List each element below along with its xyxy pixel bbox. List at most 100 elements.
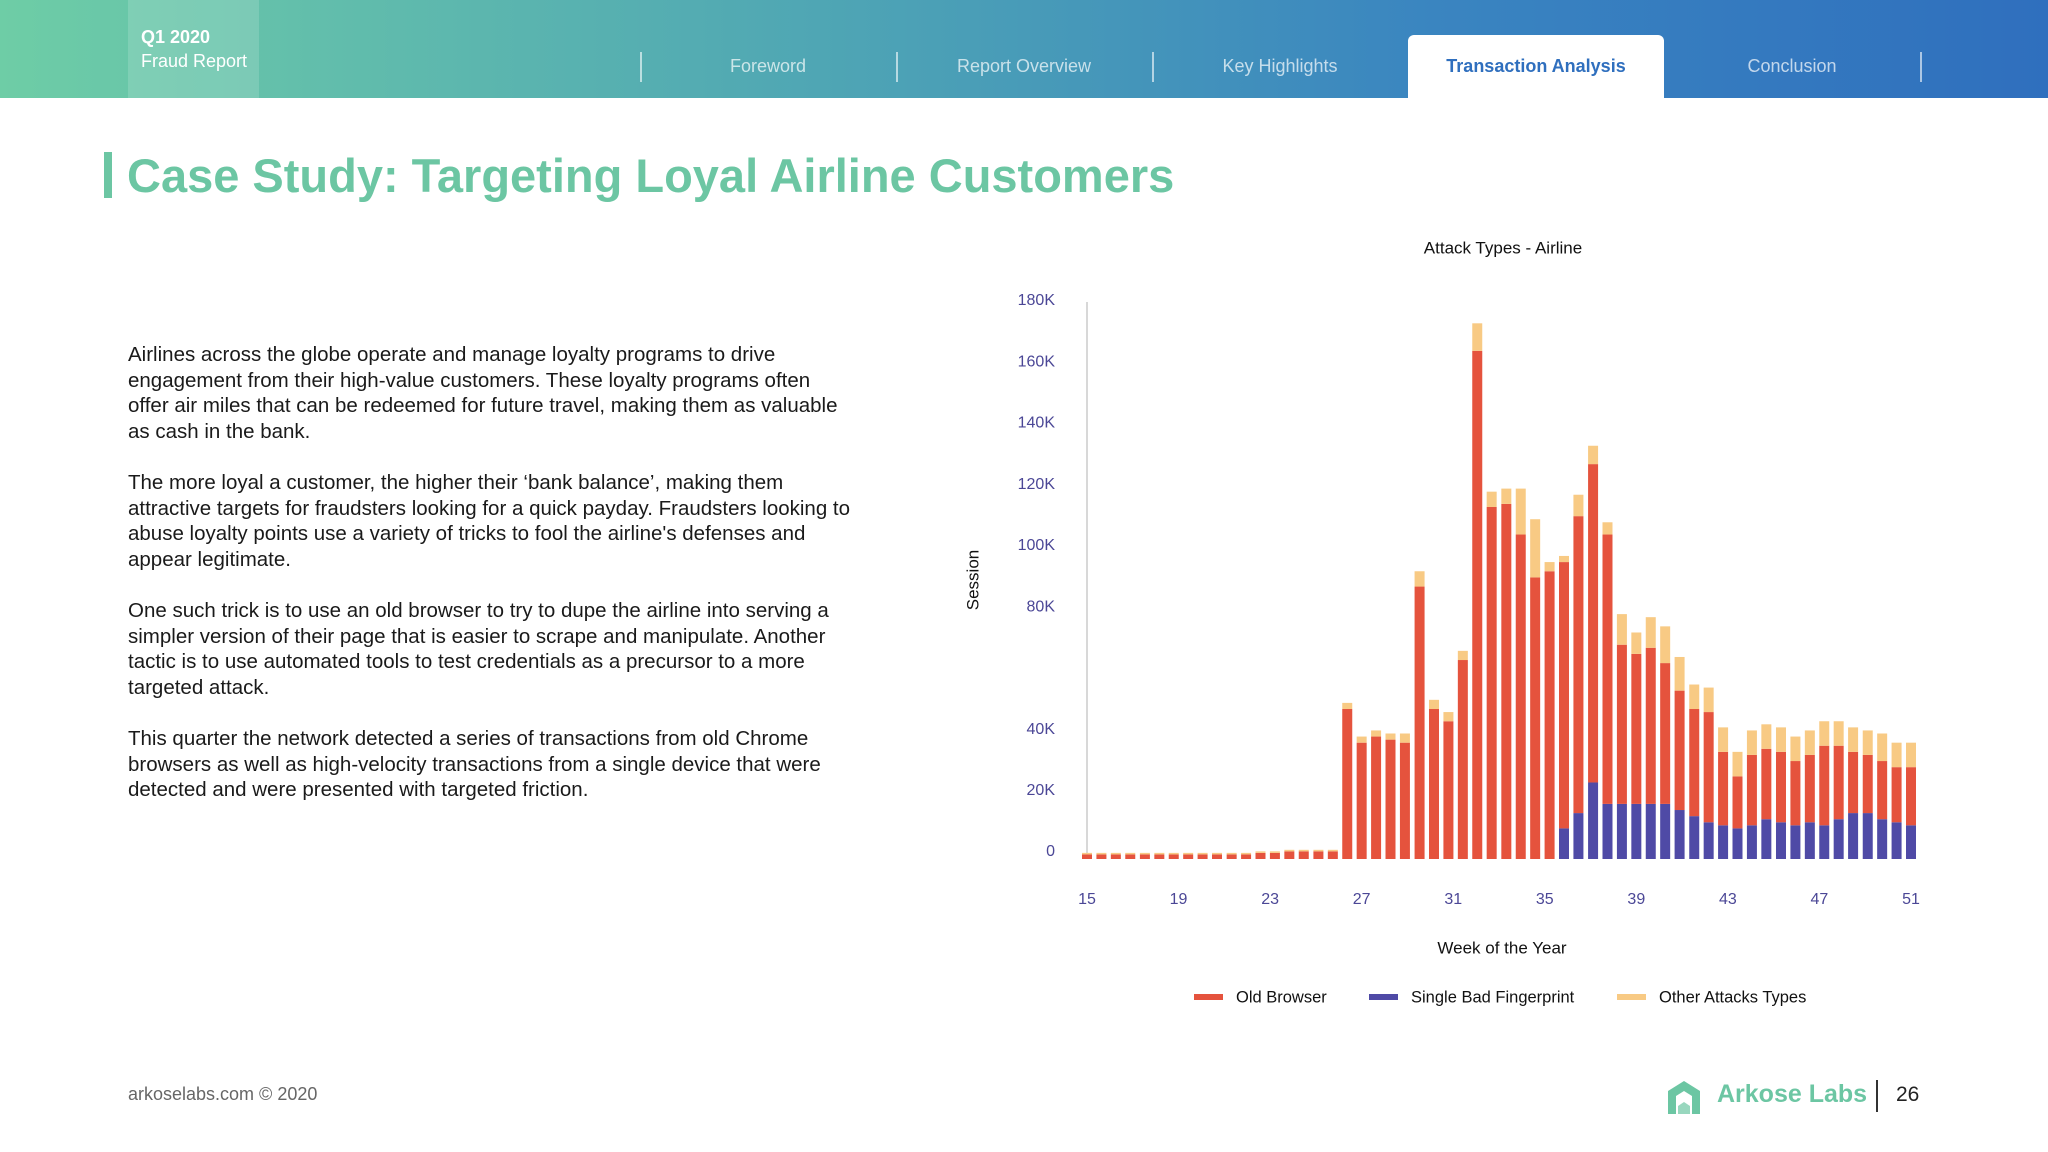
bar-segment <box>1356 736 1367 743</box>
bar-segment <box>1096 852 1107 855</box>
x-tick-label: 43 <box>1719 891 1737 908</box>
bar-segment <box>1891 767 1902 823</box>
x-tick-label: 39 <box>1627 891 1645 908</box>
bar-segment <box>1906 742 1916 768</box>
bar-segment <box>1356 742 1367 859</box>
bar-segment <box>1530 577 1541 859</box>
bar-segment <box>1660 663 1671 804</box>
y-tick-label: 0 <box>1046 843 1055 860</box>
nav-separator <box>1152 52 1154 82</box>
top-bar: Q1 2020 Fraud Report Foreword Report Over… <box>0 0 2048 98</box>
bar-segment <box>1096 854 1107 859</box>
bar-segment <box>1689 709 1700 817</box>
y-tick-label: 140K <box>1018 415 1056 432</box>
title-accent <box>104 152 112 198</box>
nav-tab[interactable]: Conclusion <box>1747 56 1837 76</box>
bar-segment <box>1472 350 1483 859</box>
nav-tab[interactable]: Foreword <box>729 56 807 76</box>
y-tick-label: 40K <box>1027 721 1056 738</box>
x-tick-label: 15 <box>1078 891 1096 908</box>
x-tick-label: 31 <box>1444 891 1462 908</box>
bar-segment <box>1819 825 1830 859</box>
bar-segment <box>1530 519 1541 578</box>
bar-segment <box>1414 571 1425 587</box>
bar-segment <box>1862 730 1873 755</box>
bar-segment <box>1804 822 1815 859</box>
bar-segment <box>1544 571 1555 859</box>
bar-segment <box>1819 721 1830 746</box>
bar-segment <box>1197 854 1208 859</box>
x-tick-label: 47 <box>1811 891 1829 908</box>
y-tick-label: 180K <box>1018 292 1056 309</box>
bar-segment <box>1515 534 1526 859</box>
bar-segment <box>1645 803 1656 859</box>
bar-segment <box>1775 727 1786 752</box>
bar-segment <box>1862 813 1873 859</box>
bar-segment <box>1833 745 1844 820</box>
bar-segment <box>1891 742 1902 768</box>
bar-segment <box>1718 825 1729 859</box>
bar-segment <box>1082 852 1092 855</box>
x-tick-label: 35 <box>1536 891 1554 908</box>
nav-separator <box>896 52 898 82</box>
bar-segment <box>1443 712 1454 722</box>
bar-segment <box>1689 816 1700 859</box>
y-axis-label: Session <box>963 550 982 610</box>
bar-segment <box>1645 647 1656 804</box>
nav-tab[interactable]: Transaction Analysis <box>1408 35 1664 98</box>
bar-segment <box>1457 660 1468 859</box>
bar-segment <box>1212 854 1223 859</box>
bar-segment <box>1761 748 1772 820</box>
bar-segment <box>1082 854 1092 859</box>
bar-segment <box>1139 854 1150 859</box>
bar-segment <box>1588 445 1599 465</box>
bar-segment <box>1313 851 1324 859</box>
bar-segment <box>1226 852 1237 855</box>
bar-segment <box>1399 742 1410 859</box>
bar-segment <box>1833 819 1844 859</box>
bar-segment <box>1168 854 1179 859</box>
badge-label: Fraud Report <box>141 51 248 71</box>
bar-segment <box>1703 687 1714 713</box>
bar-segment <box>1183 852 1194 855</box>
legend-label: Old Browser <box>1236 988 1327 1006</box>
bar-segment <box>1631 653 1642 804</box>
bar-segment <box>1862 754 1873 814</box>
bar-segment <box>1602 522 1613 535</box>
bar-segment <box>1703 712 1714 823</box>
bar-segment <box>1631 632 1642 654</box>
bar-segment <box>1804 730 1815 755</box>
nav-tab[interactable]: Report Overview <box>956 56 1092 76</box>
bar-segment <box>1559 555 1570 563</box>
paragraph: The more loyal a customer, the higher th… <box>128 470 851 571</box>
bar-segment <box>1616 803 1627 859</box>
brand-logo <box>1668 1081 1700 1114</box>
paragraph: Airlines across the globe operate and ma… <box>128 343 838 443</box>
bar-segment <box>1154 854 1165 859</box>
x-tick-label: 51 <box>1902 891 1920 908</box>
bar-segment <box>1110 854 1121 859</box>
bar-segment <box>1732 751 1743 777</box>
bar-segment <box>1790 825 1801 859</box>
brand-name: Arkose Labs <box>1717 1080 1868 1108</box>
bar-segment <box>1761 724 1772 749</box>
bar-segment <box>1616 644 1627 804</box>
bar-segment <box>1385 733 1396 740</box>
x-tick-label: 19 <box>1170 891 1188 908</box>
bar-segment <box>1746 730 1757 755</box>
bar-segment <box>1573 516 1584 814</box>
bar-segment <box>1602 534 1613 804</box>
nav-tab[interactable]: Key Highlights <box>1222 56 1338 76</box>
bar-segment <box>1602 803 1613 859</box>
bar-segment <box>1183 854 1194 859</box>
bar-segment <box>1443 721 1454 859</box>
y-tick-label: 20K <box>1027 782 1056 799</box>
bar-segment <box>1515 488 1526 535</box>
bar-segment <box>1819 745 1830 826</box>
bar-segment <box>1833 721 1844 746</box>
bar-segment <box>1269 851 1280 853</box>
bar-segment <box>1559 562 1570 829</box>
bar-segment <box>1168 852 1179 855</box>
